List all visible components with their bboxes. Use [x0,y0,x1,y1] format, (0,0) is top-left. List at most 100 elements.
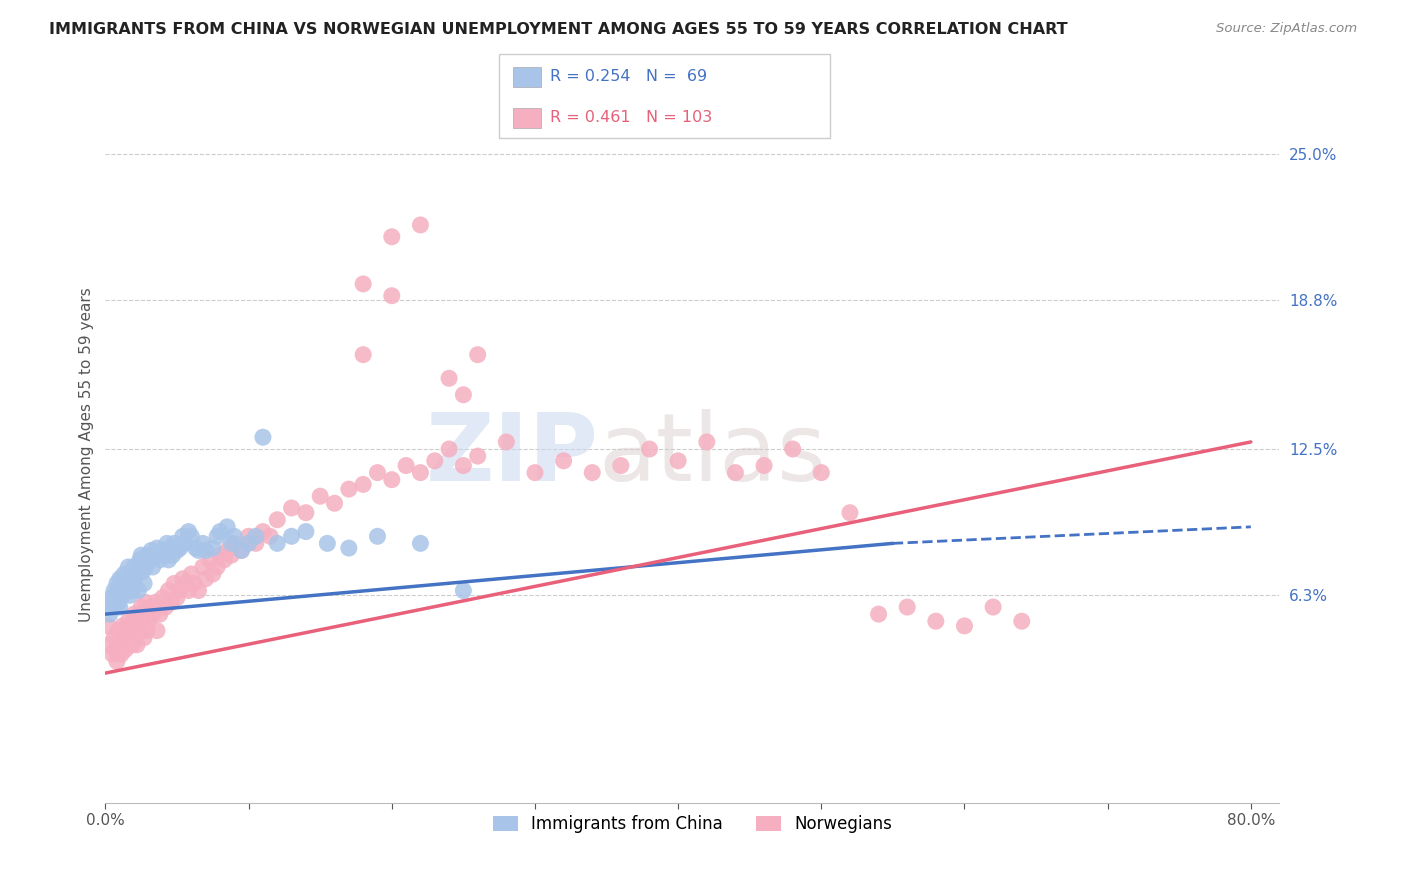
Point [245,536,267,550]
Point [103,631,125,645]
Point [610,458,633,473]
Point [125,567,148,582]
Point [97,595,120,609]
Point [128,624,150,638]
Point [115,624,138,638]
Point [111,588,134,602]
Point [98,607,121,621]
Text: R = 0.254   N =  69: R = 0.254 N = 69 [550,70,707,84]
Point [352,477,374,491]
Point [122,560,145,574]
Point [423,454,446,468]
Point [201,541,224,555]
Point [666,454,689,468]
Point [100,591,122,605]
Point [146,541,169,555]
Point [115,576,138,591]
Point [157,553,180,567]
Point [224,536,246,550]
Point [122,607,145,621]
Point [295,524,318,539]
Point [953,619,976,633]
Point [107,624,129,638]
Point [495,434,517,449]
Point [259,529,281,543]
Point [152,543,174,558]
Point [110,647,132,661]
Point [868,607,890,621]
Point [174,576,197,591]
Point [581,466,603,480]
Point [724,466,747,480]
Point [138,553,160,567]
Point [337,482,360,496]
Point [453,458,475,473]
Point [238,536,260,550]
Point [231,543,253,558]
Point [453,583,475,598]
Point [381,229,404,244]
Point [172,529,194,543]
Point [925,614,948,628]
Point [316,536,339,550]
Point [169,583,191,598]
Point [145,548,167,562]
Point [103,583,125,598]
Point [409,466,432,480]
Point [191,560,214,574]
Point [453,388,475,402]
Point [111,619,134,633]
Point [152,591,174,605]
Point [366,529,388,543]
Point [125,638,148,652]
Point [187,543,209,558]
Point [141,543,163,558]
Point [252,524,274,539]
Point [114,583,136,598]
Point [198,553,221,567]
Legend: Immigrants from China, Norwegians: Immigrants from China, Norwegians [486,808,898,839]
Point [128,553,150,567]
Point [238,529,260,543]
Point [105,654,128,668]
Point [981,600,1004,615]
Point [409,218,432,232]
Point [172,572,194,586]
Point [101,600,124,615]
Point [118,631,141,645]
Point [437,442,460,456]
Point [138,614,160,628]
Point [266,536,288,550]
Text: R = 0.461   N = 103: R = 0.461 N = 103 [550,111,711,125]
Point [166,543,188,558]
Point [104,642,127,657]
Point [118,588,141,602]
Point [108,638,131,652]
Point [696,434,718,449]
Point [638,442,661,456]
Point [782,442,804,456]
Point [184,541,207,555]
Point [127,607,149,621]
Point [1011,614,1033,628]
Point [132,631,155,645]
Point [160,541,183,555]
Point [395,458,418,473]
Point [163,536,186,550]
Point [352,348,374,362]
Point [523,466,546,480]
Point [120,572,142,586]
Point [194,543,217,558]
Point [173,536,195,550]
Point [105,576,128,591]
Point [217,520,239,534]
Point [107,595,129,609]
Point [120,619,142,633]
Point [117,614,139,628]
Point [121,583,143,598]
Point [252,430,274,444]
Point [221,536,243,550]
Point [136,624,159,638]
Point [553,454,575,468]
Point [177,583,200,598]
